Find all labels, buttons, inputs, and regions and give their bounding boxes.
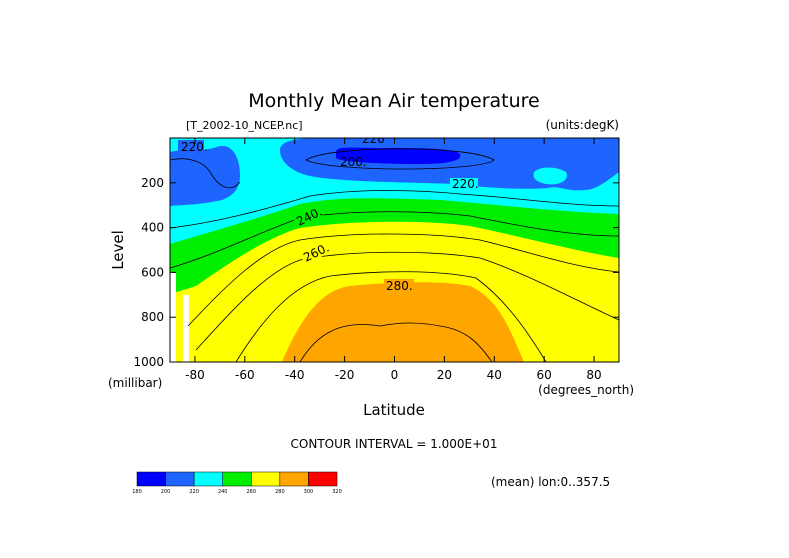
x-axis-title: Latitude <box>363 401 425 419</box>
contour-line-4 <box>170 211 619 269</box>
units-label: (units:degK) <box>546 118 619 132</box>
contour-line-6 <box>195 251 619 351</box>
contour-line-1 <box>170 158 241 189</box>
y-tick-label: 400 <box>141 221 164 235</box>
x-tick-label: 40 <box>487 368 502 382</box>
x-tick-label: -80 <box>185 368 205 382</box>
y-tick-label: 1000 <box>133 355 164 369</box>
y-axis: 200 400 600 800 1000 <box>133 176 619 369</box>
contour-label-3: 220 <box>362 132 385 146</box>
colorbar-swatch <box>251 471 281 487</box>
colorbar-swatch <box>165 471 195 487</box>
colorbar-level-label: 200 <box>161 489 171 495</box>
missing-data-strip <box>183 295 189 362</box>
y-tick-label: 800 <box>141 310 164 324</box>
colorbar-level-label: 260 <box>247 489 257 495</box>
colorbar-level-label: 320 <box>332 489 342 495</box>
contour-interval-label: CONTOUR INTERVAL = 1.000E+01 <box>291 437 498 451</box>
colorbar-level-label: 300 <box>304 489 314 495</box>
statistic-label: (mean) lon:0..357.5 <box>491 475 610 489</box>
colorbar-swatch <box>279 471 309 487</box>
x-tick-label: -40 <box>285 368 305 382</box>
contour-label-1: 220. <box>181 140 208 154</box>
contour-label-bg-4 <box>450 178 478 190</box>
contour-labels: 220. 200. 220 220. 240. 260. 280. <box>178 132 479 293</box>
colorbar-swatch <box>136 471 166 487</box>
x-tick-label: 80 <box>586 368 601 382</box>
colorbar-level-label: 280 <box>275 489 285 495</box>
y-tick-label: 200 <box>141 176 164 190</box>
contour-fill: 220. 200. 220 220. 240. 260. 280. <box>170 132 619 362</box>
band-280-300 <box>282 282 524 362</box>
contour-line-8 <box>299 322 493 362</box>
contour-lines <box>170 148 619 362</box>
y-units-label: (millibar) <box>108 376 162 390</box>
contour-label-7: 280. <box>386 279 413 293</box>
band-220-240-island <box>533 167 567 185</box>
contour-line-2 <box>305 148 495 170</box>
y-tick-label: 600 <box>141 265 164 279</box>
contour-label-bg-3 <box>360 138 390 145</box>
x-tick-label: -60 <box>235 368 255 382</box>
x-tick-label: 20 <box>437 368 452 382</box>
contour-label-2: 200. <box>340 155 367 169</box>
x-units-label: (degrees_north) <box>538 383 634 397</box>
x-tick-label: 60 <box>537 368 552 382</box>
colorbar-level-label: 180 <box>132 489 142 495</box>
colorbar-swatch <box>222 471 252 487</box>
colorbar-level-label: 240 <box>218 489 228 495</box>
x-axis: -80 -60 -40 -20 0 20 40 60 80 <box>185 138 602 382</box>
chart-title: Monthly Mean Air temperature <box>248 90 539 112</box>
band-180-200 <box>336 147 461 164</box>
colorbar: 180 200 220 240 260 280 300 320 <box>132 471 342 495</box>
contour-label-bg-1 <box>178 140 204 153</box>
contour-label-4: 220. <box>452 177 479 191</box>
contour-label-bg-6 <box>299 240 331 265</box>
contour-line-3 <box>170 190 619 229</box>
y-axis-title: Level <box>109 230 127 270</box>
x-tick-label: -20 <box>335 368 355 382</box>
contour-line-7 <box>235 271 547 362</box>
x-tick-label: 0 <box>391 368 399 382</box>
colorbar-swatch <box>193 471 223 487</box>
contour-label-bg-7 <box>384 279 414 292</box>
contour-label-bg-5 <box>292 204 324 229</box>
contour-line-5 <box>187 233 619 327</box>
colorbar-swatch <box>308 471 338 487</box>
file-label: [T_2002-10_NCEP.nc] <box>186 119 303 132</box>
colorbar-level-label: 220 <box>189 489 199 495</box>
